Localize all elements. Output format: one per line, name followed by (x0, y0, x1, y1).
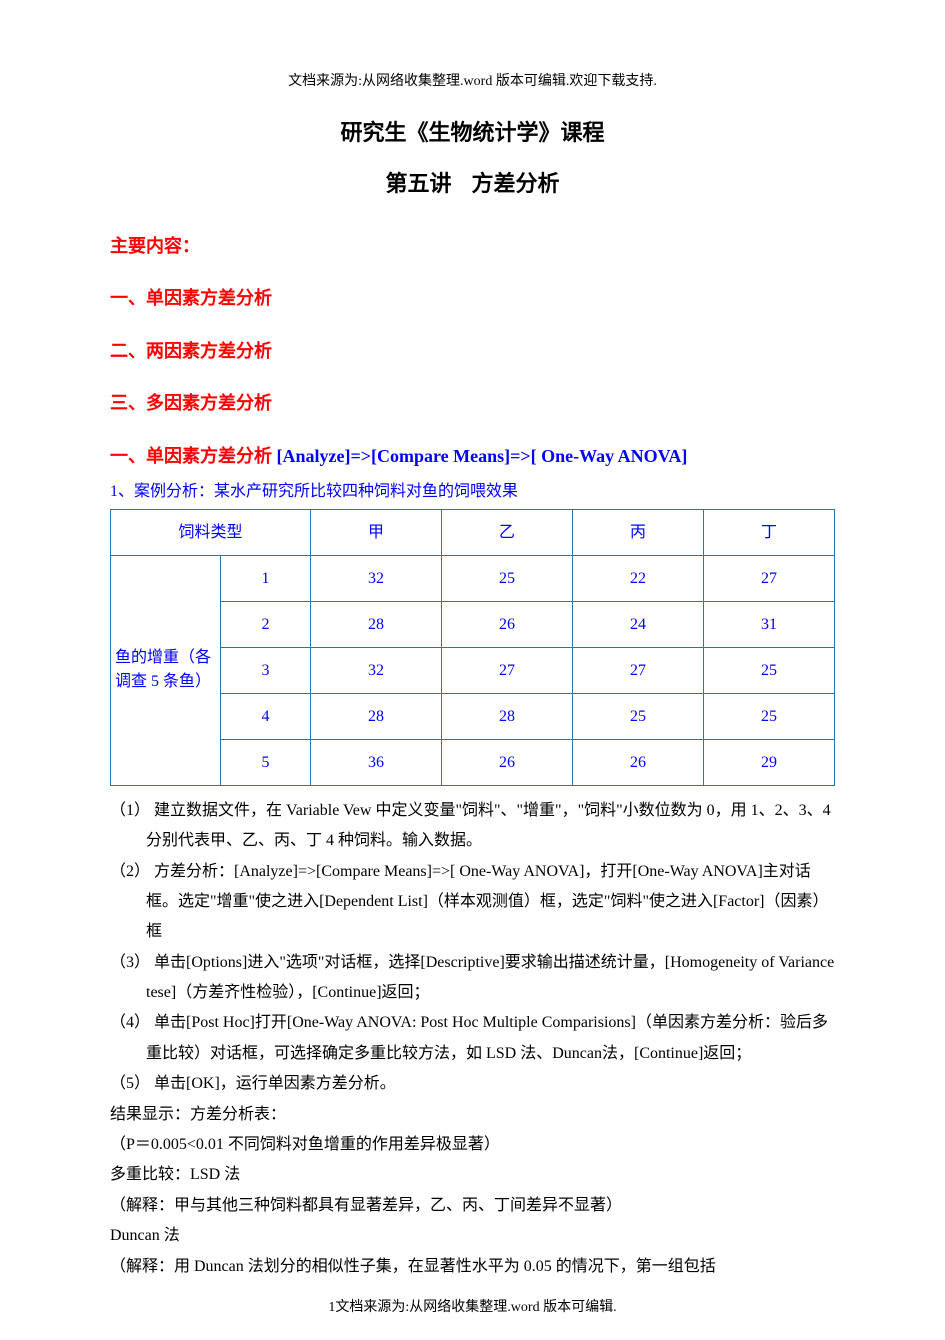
td: 4 (221, 693, 311, 739)
result-2: （P＝0.005<0.01 不同饲料对鱼增重的作用差异极显著） (110, 1130, 835, 1160)
td: 31 (704, 601, 835, 647)
th-feed-type: 饲料类型 (111, 509, 311, 555)
td: 28 (311, 693, 442, 739)
result-6: （解释：用 Duncan 法划分的相似性子集，在显著性水平为 0.05 的情况下… (110, 1252, 835, 1282)
th-c: 丙 (573, 509, 704, 555)
outline-item-2: 二、两因素方差分析 (110, 336, 835, 367)
steps-block: （1） 建立数据文件，在 Variable Vew 中定义变量"饲料"、"增重"… (110, 796, 835, 1282)
step-2: （2） 方差分析：[Analyze]=>[Compare Means]=>[ O… (110, 857, 835, 948)
td: 26 (442, 601, 573, 647)
step-1: （1） 建立数据文件，在 Variable Vew 中定义变量"饲料"、"增重"… (110, 796, 835, 857)
td: 25 (704, 647, 835, 693)
rowhead-l2: 调查 5 条鱼） (115, 673, 211, 690)
title-sub-a: 第五讲 (385, 171, 451, 196)
step-4: （4） 单击[Post Hoc]打开[One-Way ANOVA: Post H… (110, 1008, 835, 1069)
outline-item-3: 三、多因素方差分析 (110, 388, 835, 419)
table-header-row: 饲料类型 甲 乙 丙 丁 (111, 509, 835, 555)
td: 2 (221, 601, 311, 647)
main-content-label: 主要内容： (110, 231, 835, 262)
td: 25 (442, 555, 573, 601)
td: 25 (573, 693, 704, 739)
footer-note: 1文档来源为:从网络收集整理.word 版本可编辑. (110, 1296, 835, 1320)
td: 28 (442, 693, 573, 739)
doc-title-main: 研究生《生物统计学》课程 (110, 114, 835, 151)
td: 36 (311, 739, 442, 785)
doc-title-sub: 第五讲方差分析 (110, 165, 835, 202)
feed-table: 饲料类型 甲 乙 丙 丁 鱼的增重（各 调查 5 条鱼） 1 32 25 22 … (110, 509, 835, 786)
td: 29 (704, 739, 835, 785)
td: 5 (221, 739, 311, 785)
td: 3 (221, 647, 311, 693)
th-b: 乙 (442, 509, 573, 555)
th-d: 丁 (704, 509, 835, 555)
rowhead-fish: 鱼的增重（各 调查 5 条鱼） (111, 555, 221, 785)
step-5: （5） 单击[OK]，运行单因素方差分析。 (110, 1069, 835, 1099)
result-3: 多重比较：LSD 法 (110, 1160, 835, 1190)
section1-heading: 一、单因素方差分析 [Analyze]=>[Compare Means]=>[ … (110, 441, 835, 472)
result-4: （解释：甲与其他三种饲料都具有显著差异，乙、丙、丁间差异不显著） (110, 1191, 835, 1221)
td: 25 (704, 693, 835, 739)
step-3: （3） 单击[Options]进入"选项"对话框，选择[Descriptive]… (110, 948, 835, 1009)
outline-item-1: 一、单因素方差分析 (110, 283, 835, 314)
td: 27 (573, 647, 704, 693)
th-a: 甲 (311, 509, 442, 555)
source-note-top: 文档来源为:从网络收集整理.word 版本可编辑.欢迎下载支持. (110, 70, 835, 94)
table-row: 鱼的增重（各 调查 5 条鱼） 1 32 25 22 27 (111, 555, 835, 601)
title-sub-b: 方差分析 (472, 171, 560, 196)
td: 32 (311, 555, 442, 601)
result-1: 结果显示：方差分析表： (110, 1100, 835, 1130)
td: 32 (311, 647, 442, 693)
td: 27 (704, 555, 835, 601)
td: 24 (573, 601, 704, 647)
case-line: 1、案例分析：某水产研究所比较四种饲料对鱼的饲喂效果 (110, 478, 835, 505)
section1-heading-path: [Analyze]=>[Compare Means]=>[ One-Way AN… (277, 446, 688, 466)
td: 22 (573, 555, 704, 601)
td: 1 (221, 555, 311, 601)
rowhead-l1: 鱼的增重（各 (115, 649, 211, 666)
td: 28 (311, 601, 442, 647)
section1-heading-cn: 一、单因素方差分析 (110, 446, 277, 466)
td: 26 (442, 739, 573, 785)
result-5: Duncan 法 (110, 1221, 835, 1251)
td: 26 (573, 739, 704, 785)
td: 27 (442, 647, 573, 693)
